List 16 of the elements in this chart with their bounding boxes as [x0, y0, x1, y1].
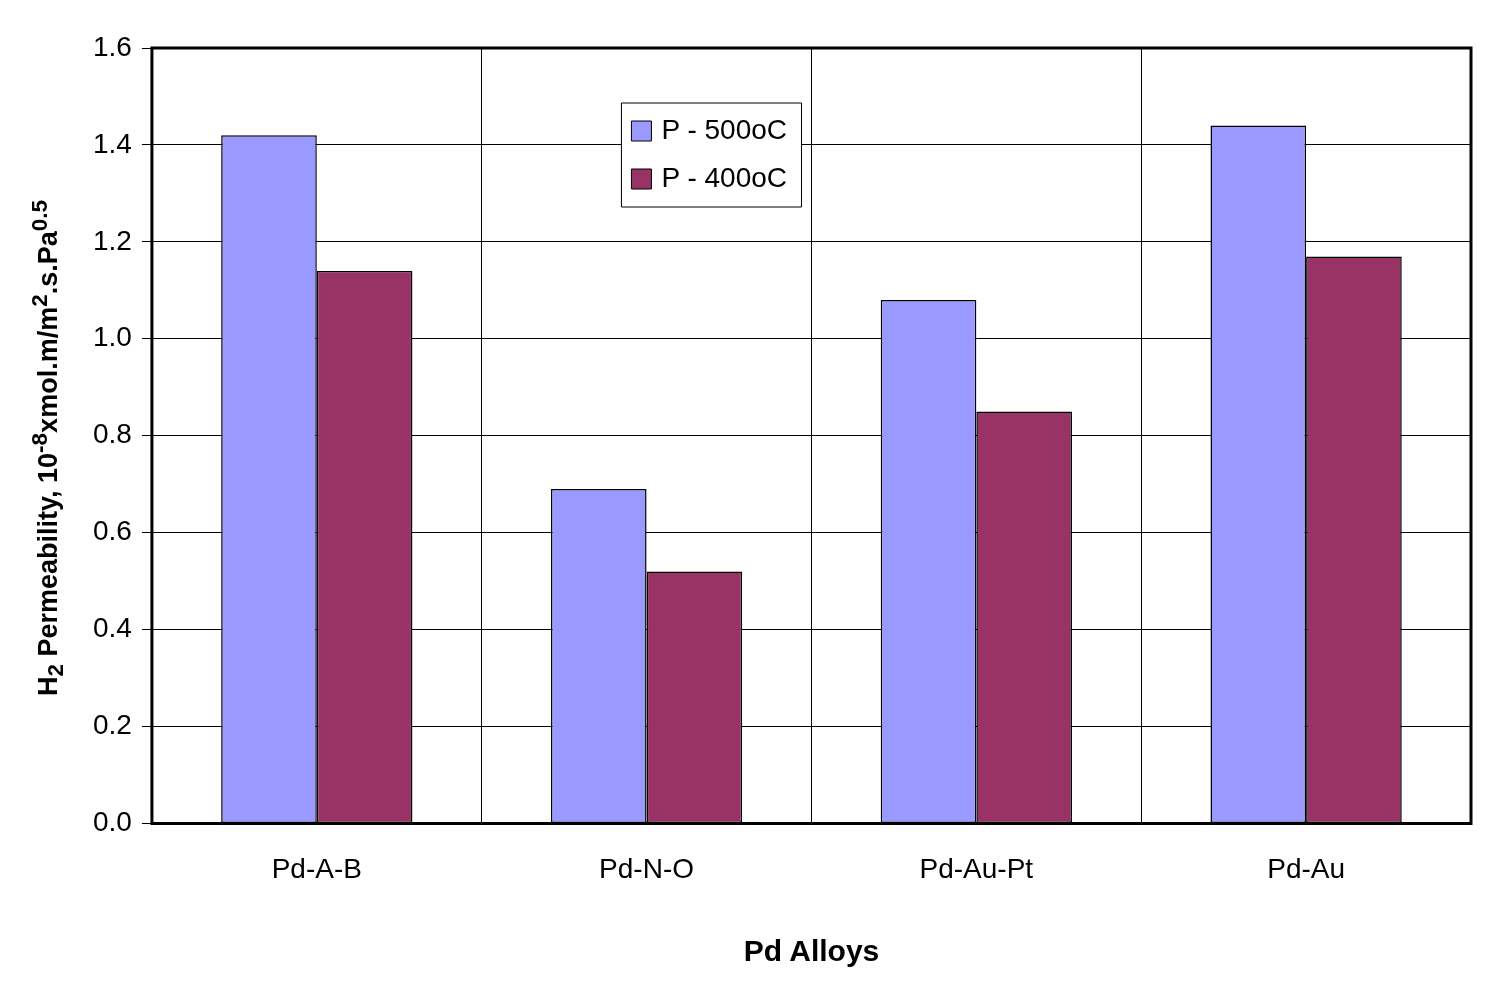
y-tick-label: 0.8 [92, 418, 132, 450]
y-tick-label: 1.0 [92, 321, 132, 353]
y-tick-label: 0.2 [92, 709, 132, 741]
x-tick-label: Pd-N-O [599, 852, 695, 884]
legend-label: P - 500oC [661, 113, 787, 145]
x-tick-label: Pd-Au-Pt [919, 852, 1034, 884]
y-tick-label: 1.6 [92, 30, 132, 62]
legend-label: P - 400oC [661, 161, 787, 193]
y-tick-label: 0.0 [92, 806, 132, 838]
x-axis-title: Pd Alloys [743, 934, 880, 968]
x-tick-label: Pd-A-B [271, 852, 362, 884]
y-tick-label: 0.4 [92, 612, 132, 644]
x-tick-label: Pd-Au [1267, 852, 1346, 884]
y-tick-label: 0.6 [92, 515, 132, 547]
y-tick-label: 1.2 [92, 224, 132, 256]
y-tick-label: 1.4 [92, 127, 132, 159]
